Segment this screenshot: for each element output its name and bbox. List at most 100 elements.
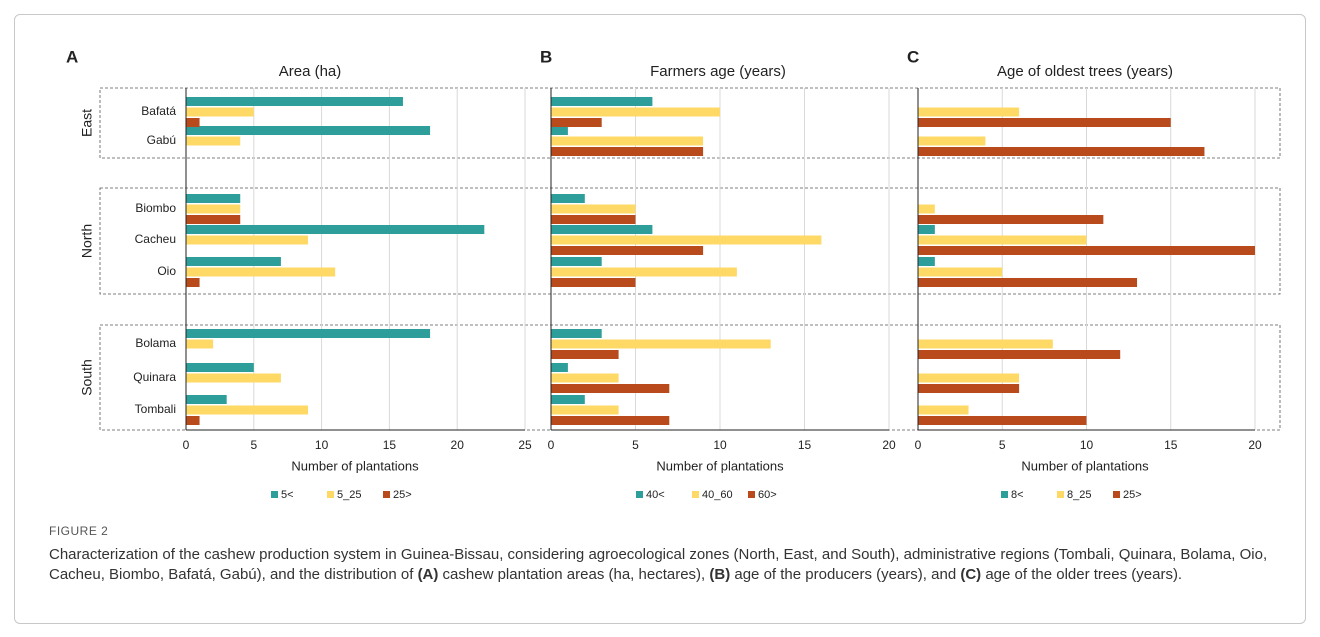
bar [186, 267, 336, 277]
legend-swatch [748, 491, 755, 498]
bar [186, 194, 241, 203]
bar [186, 373, 281, 383]
caption-part: (C) [960, 566, 982, 583]
bar [918, 278, 1138, 287]
bar [186, 107, 254, 117]
x-tick-label: 20 [1248, 438, 1262, 452]
bar [918, 136, 986, 146]
category-label: Biombo [135, 201, 176, 215]
bar [186, 339, 214, 349]
bar [551, 405, 619, 415]
legend-swatch [1001, 491, 1008, 498]
legend-swatch [1113, 491, 1120, 498]
chart-title: Farmers age (years) [650, 63, 786, 80]
bar [551, 118, 602, 127]
x-tick-label: 10 [315, 438, 329, 452]
caption-part: (A) [417, 566, 439, 583]
category-label: Tombali [135, 402, 176, 416]
bar [551, 107, 720, 117]
bar [551, 215, 636, 224]
legend-swatch [327, 491, 334, 498]
x-axis-title: Number of plantations [656, 458, 784, 473]
x-tick-label: 10 [1080, 438, 1094, 452]
bar [918, 225, 935, 234]
x-tick-label: 5 [632, 438, 639, 452]
panel-label: A [66, 47, 78, 66]
x-tick-label: 5 [250, 438, 257, 452]
bar [551, 97, 653, 106]
bar [918, 257, 935, 266]
bar [551, 126, 568, 135]
group-label: North [79, 224, 95, 258]
bar [551, 350, 619, 359]
panel-label: B [540, 47, 552, 66]
bar [918, 204, 935, 214]
x-tick-label: 15 [383, 438, 397, 452]
category-label: Gabú [147, 133, 176, 147]
legend-label: 25> [1123, 489, 1142, 501]
bar [918, 373, 1020, 383]
bar [551, 384, 670, 393]
bar [186, 204, 241, 214]
figure-label: FIGURE 2 [49, 524, 109, 538]
bar [186, 126, 431, 135]
bar [186, 257, 281, 266]
legend-label: 8< [1011, 489, 1024, 501]
legend-swatch [692, 491, 699, 498]
bar [186, 235, 309, 245]
x-axis-title: Number of plantations [1021, 458, 1149, 473]
bar [186, 405, 309, 415]
chart-title: Age of oldest trees (years) [997, 63, 1173, 80]
legend-label: 40_60 [702, 489, 733, 501]
category-label: Quinara [133, 370, 176, 384]
x-tick-label: 20 [882, 438, 896, 452]
caption-part: age of the older trees (years). [981, 566, 1183, 583]
caption: Characterization of the cashew productio… [49, 545, 1289, 585]
bar [918, 107, 1020, 117]
bar [551, 278, 636, 287]
bar [918, 405, 969, 415]
bar [551, 204, 636, 214]
x-tick-label: 0 [915, 438, 922, 452]
chart: East Bafatá Gabú North Biombo Cacheu Oio South B… [66, 47, 1281, 501]
group-label: South [79, 359, 95, 396]
bar [918, 350, 1121, 359]
legend-label: 5_25 [337, 489, 361, 501]
x-tick-label: 0 [548, 438, 555, 452]
group-label: East [79, 109, 95, 137]
caption-part: age of the producers (years), and [730, 566, 961, 583]
bar [918, 416, 1087, 425]
bar [551, 395, 585, 404]
bar [551, 416, 670, 425]
x-tick-label: 5 [999, 438, 1006, 452]
bar [186, 225, 485, 234]
bar [918, 246, 1255, 255]
legend-label: 40< [646, 489, 665, 501]
legend-swatch [271, 491, 278, 498]
bar [186, 363, 254, 372]
bar [551, 194, 585, 203]
category-label: Bafatá [141, 104, 176, 118]
x-tick-label: 0 [183, 438, 190, 452]
bar [918, 339, 1053, 349]
bar [551, 339, 771, 349]
bar [918, 147, 1205, 156]
bar [186, 395, 227, 404]
x-tick-label: 10 [713, 438, 727, 452]
group-box [99, 87, 1281, 159]
bar [186, 278, 200, 287]
bar [186, 329, 431, 338]
x-tick-label: 15 [798, 438, 812, 452]
chart-title: Area (ha) [279, 63, 342, 80]
category-label: Bolama [135, 336, 176, 350]
bar [551, 373, 619, 383]
bar [551, 225, 653, 234]
bar [918, 267, 1003, 277]
group-box [99, 187, 1281, 295]
legend-label: 5< [281, 489, 294, 501]
bar [551, 136, 704, 146]
caption-part: Characterization of the cashew productio… [49, 546, 1268, 583]
x-axis-title: Number of plantations [291, 458, 419, 473]
legend-label: 60> [758, 489, 777, 501]
